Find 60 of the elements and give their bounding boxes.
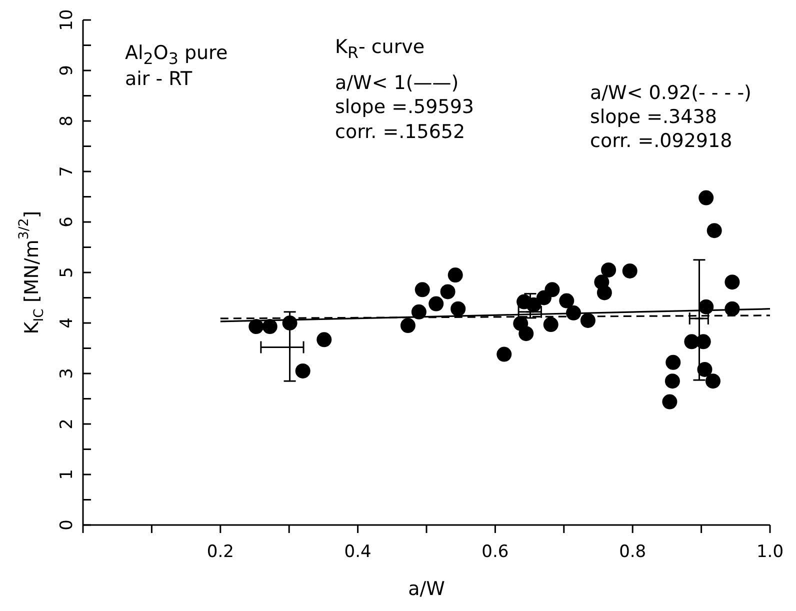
y-tick-label: 6 — [57, 216, 77, 228]
x-tick-label: 0.8 — [619, 542, 646, 562]
point — [262, 319, 278, 334]
point — [696, 334, 711, 350]
point — [559, 293, 574, 308]
annotation: K$_{R}$- curve — [335, 36, 425, 62]
point — [698, 299, 714, 314]
point — [706, 223, 722, 238]
point — [543, 317, 558, 332]
point — [316, 332, 332, 348]
point — [295, 363, 310, 378]
point — [596, 285, 612, 300]
point — [724, 301, 740, 316]
x-axis-title: a/W — [408, 578, 446, 600]
point — [601, 262, 616, 278]
point — [698, 190, 714, 206]
point — [694, 314, 704, 324]
y-tick-label: 8 — [57, 116, 77, 126]
y-tick-label: 3 — [57, 368, 77, 379]
point — [248, 319, 264, 334]
y-tick-label: 10 — [57, 9, 77, 31]
point — [428, 296, 444, 312]
point — [544, 282, 560, 298]
x-tick-label: 0.4 — [344, 542, 372, 562]
y-tick-label: 0 — [57, 520, 77, 530]
annotation: a/W< 0.92(- - - -) — [590, 82, 752, 104]
y-tick-label: 4 — [57, 318, 77, 328]
point — [518, 326, 534, 342]
point — [496, 346, 512, 362]
y-tick-label: 1 — [57, 469, 77, 480]
y-tick-label: 7 — [57, 166, 77, 177]
point — [580, 312, 596, 328]
annotation: slope =.3438 — [590, 106, 717, 128]
point — [622, 263, 638, 278]
point — [664, 374, 680, 389]
annotation: slope =.59593 — [335, 96, 474, 118]
point — [414, 282, 430, 298]
point — [448, 268, 463, 283]
x-tick-label: 0.2 — [206, 542, 234, 562]
point — [705, 374, 720, 389]
point — [450, 301, 466, 316]
point — [400, 318, 416, 334]
x-tick-label: 0.6 — [482, 542, 509, 562]
point — [666, 354, 681, 370]
y-tick-label: 9 — [57, 65, 77, 76]
annotation: a/W< 1(——) — [335, 72, 459, 94]
annotation: corr. =.092918 — [590, 130, 732, 152]
point — [440, 284, 456, 300]
annotation: Al$_{2}$O$_{3}$ pure — [125, 42, 228, 68]
y-tick-label: 2 — [57, 418, 77, 430]
point — [411, 304, 426, 320]
annotation: corr. =.15652 — [335, 121, 466, 143]
point — [697, 362, 712, 377]
point — [724, 274, 740, 290]
point — [662, 394, 678, 410]
x-tick-label: 1.0 — [756, 542, 784, 562]
point — [282, 316, 298, 330]
point — [566, 305, 582, 320]
y-tick-label: 5 — [57, 267, 77, 278]
annotation: air - RT — [125, 68, 192, 90]
